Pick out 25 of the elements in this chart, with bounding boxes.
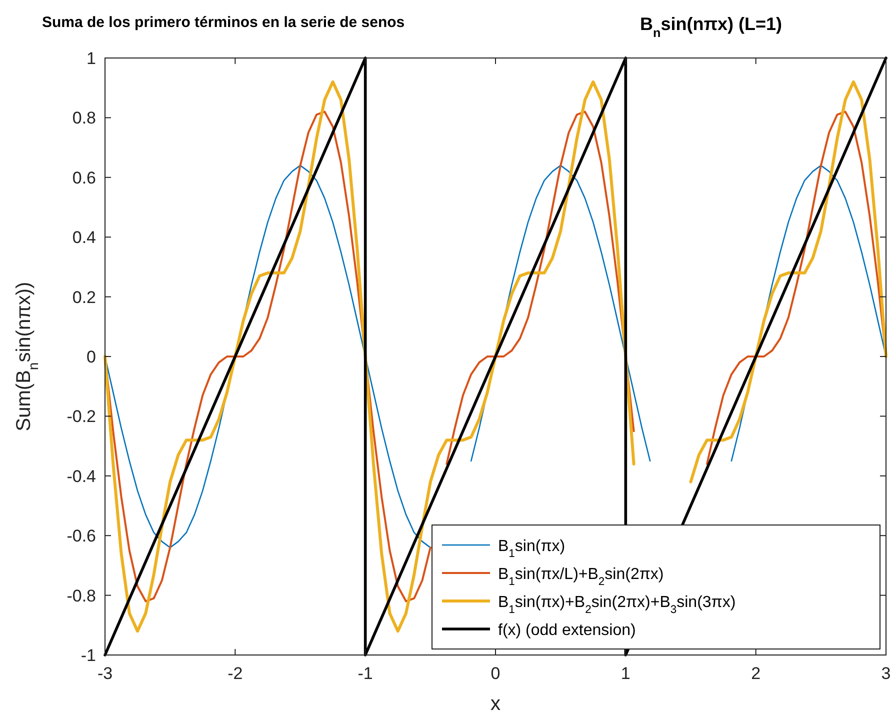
x-tick-label: 1 xyxy=(620,664,630,683)
x-tick-label: -3 xyxy=(97,664,113,683)
y-tick-label: 0 xyxy=(86,348,96,366)
legend-label: f(x) (odd extension) xyxy=(498,622,636,639)
legend-label: B$_{1}$sin(πx/L)+B$_{2}$sin(2πx) xyxy=(498,566,664,588)
y-tick-label: 0.6 xyxy=(72,168,96,188)
legend-label: B$_{1}$sin(πx) xyxy=(498,538,566,560)
y-tick-label: -0.6 xyxy=(66,526,96,546)
y-tick-label: -0.4 xyxy=(66,466,96,486)
x-tick-label: 3 xyxy=(881,664,891,683)
y-tick-label: 0.8 xyxy=(72,108,96,128)
x-tick-label: -1 xyxy=(358,664,373,683)
x-tick-label: 0 xyxy=(490,664,500,683)
y-tick-label: -0.2 xyxy=(66,407,96,426)
chart-subtitle: B$_{n}$sin(nπx) (L=1) xyxy=(640,14,782,40)
y-tick-label: 0.4 xyxy=(72,228,96,248)
y-tick-label: 0.2 xyxy=(72,288,96,307)
legend-label: B$_{1}$sin(πx)+B$_{2}$sin(2πx)+B$_{3}$sin(3πx) xyxy=(498,594,736,616)
x-tick-label: 2 xyxy=(751,664,761,683)
x-tick-label: -2 xyxy=(228,664,243,683)
chart-title: Suma de los primero términos en la serie de senos xyxy=(42,14,405,31)
y-tick-label: -0.8 xyxy=(66,586,96,606)
y-tick-label: -1 xyxy=(80,646,96,665)
x-axis-title: x xyxy=(490,693,500,715)
y-tick-label: 1 xyxy=(86,49,96,68)
